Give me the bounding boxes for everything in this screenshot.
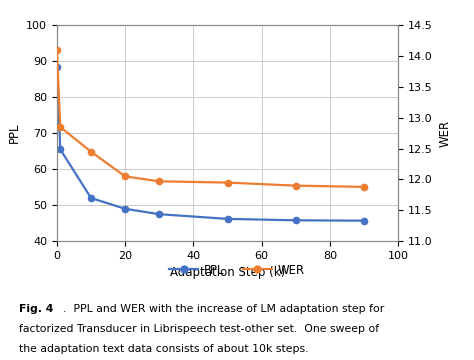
Text: the adaptation text data consists of about 10k steps.: the adaptation text data consists of abo…	[19, 344, 309, 354]
Y-axis label: WER: WER	[438, 120, 451, 147]
Y-axis label: PPL: PPL	[8, 123, 20, 143]
X-axis label: Adaptation Step (k): Adaptation Step (k)	[170, 266, 285, 279]
Text: factorized Transducer in Librispeech test-other set.  One sweep of: factorized Transducer in Librispeech tes…	[19, 324, 379, 334]
Text: .  PPL and WER with the increase of LM adaptation step for: . PPL and WER with the increase of LM ad…	[63, 304, 384, 314]
Legend: PPL, WER: PPL, WER	[164, 259, 310, 281]
Text: Fig. 4: Fig. 4	[19, 304, 54, 314]
